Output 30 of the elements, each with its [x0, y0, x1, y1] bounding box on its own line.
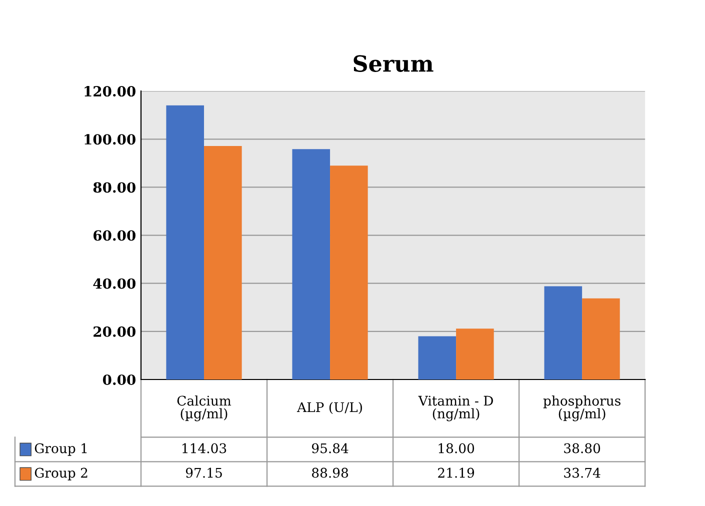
data-label: 33.74: [564, 468, 600, 478]
x-tick-label: ALP (U/L): [296, 402, 362, 414]
data-label: 97.15: [186, 468, 222, 478]
bar: [456, 328, 494, 380]
data-label: 88.98: [312, 468, 348, 478]
x-tick-label: phosphorus (µg/ml): [543, 395, 620, 422]
y-tick-label: 0.00: [102, 374, 136, 385]
bar: [582, 298, 620, 380]
legend-label: Group 1: [34, 443, 87, 456]
bar: [418, 336, 456, 380]
chart-title: Serum: [354, 55, 434, 72]
x-tick-label: Calcium (µg/ml): [177, 395, 232, 422]
bar: [544, 286, 582, 380]
x-tick-label: Vitamin - D (ng/ml): [418, 396, 493, 422]
bar: [330, 166, 368, 380]
y-tick-label: 20.00: [94, 326, 136, 337]
data-label: 95.84: [312, 443, 348, 454]
y-tick-label: 40.00: [93, 278, 136, 289]
data-label: 38.80: [564, 443, 600, 454]
y-tick-label: 80.00: [93, 182, 136, 193]
y-tick-label: 60.00: [94, 230, 136, 241]
bar: [166, 105, 204, 380]
bar: [292, 149, 330, 380]
y-tick-label: 120.00: [84, 86, 136, 97]
data-label: 18.00: [438, 443, 474, 454]
legend-label: Group 2: [34, 468, 88, 480]
data-label: 21.19: [438, 468, 474, 478]
y-tick-label: 100.00: [84, 134, 136, 145]
bar: [204, 146, 242, 380]
data-label: 114.03: [182, 443, 226, 454]
